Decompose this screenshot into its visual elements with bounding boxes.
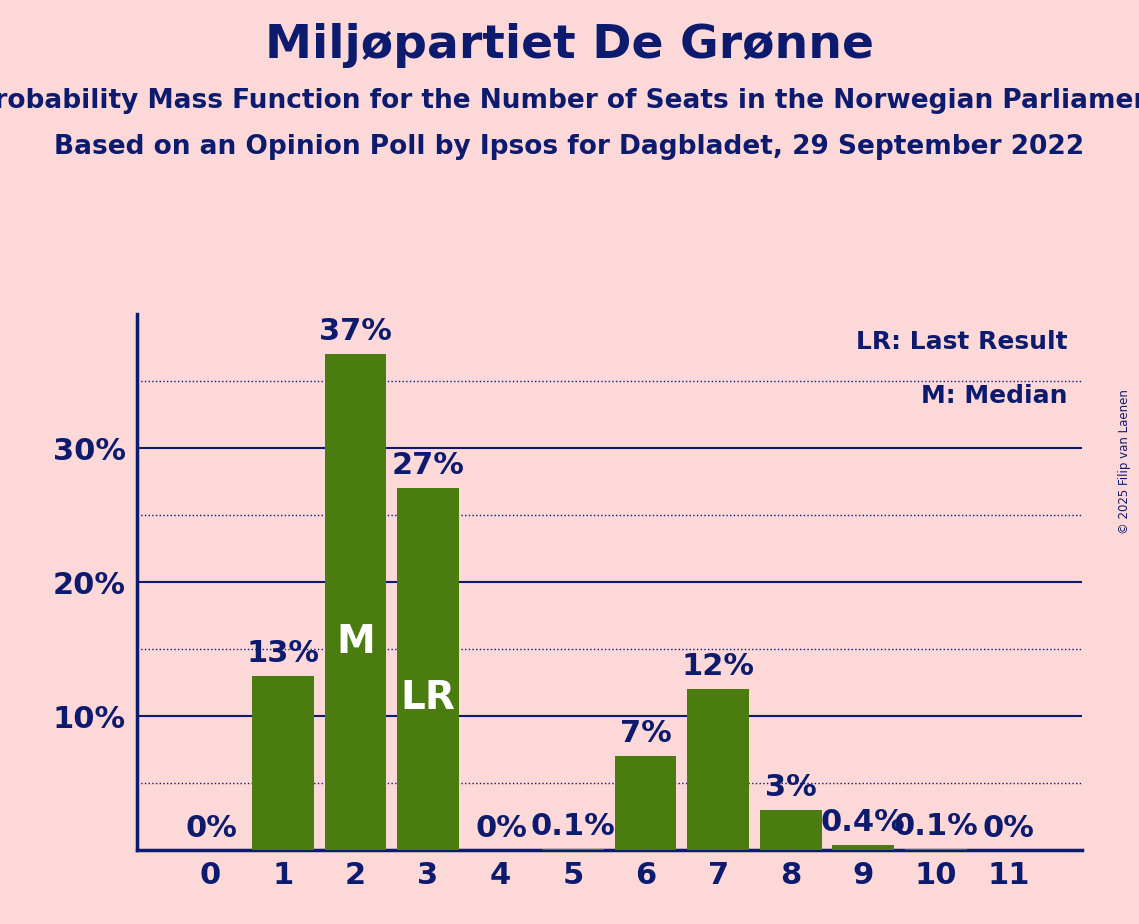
Text: LR: LR bbox=[401, 679, 456, 717]
Text: Probability Mass Function for the Number of Seats in the Norwegian Parliament: Probability Mass Function for the Number… bbox=[0, 88, 1139, 114]
Text: 0.1%: 0.1% bbox=[531, 811, 615, 841]
Bar bbox=[687, 689, 749, 850]
Text: 12%: 12% bbox=[681, 652, 755, 681]
Text: 13%: 13% bbox=[246, 638, 320, 668]
Text: 0%: 0% bbox=[475, 814, 527, 844]
Text: 37%: 37% bbox=[319, 317, 392, 346]
Bar bbox=[760, 809, 821, 850]
Text: M: Median: M: Median bbox=[921, 383, 1068, 407]
Text: 0.1%: 0.1% bbox=[893, 811, 978, 841]
Bar bbox=[904, 849, 967, 850]
Text: Based on an Opinion Poll by Ipsos for Dagbladet, 29 September 2022: Based on an Opinion Poll by Ipsos for Da… bbox=[55, 134, 1084, 160]
Text: © 2025 Filip van Laenen: © 2025 Filip van Laenen bbox=[1118, 390, 1131, 534]
Text: 0.4%: 0.4% bbox=[821, 808, 906, 837]
Text: M: M bbox=[336, 623, 375, 661]
Text: Miljøpartiet De Grønne: Miljøpartiet De Grønne bbox=[265, 23, 874, 68]
Text: 3%: 3% bbox=[764, 772, 817, 802]
Bar bbox=[252, 676, 314, 850]
Text: 0%: 0% bbox=[983, 814, 1034, 844]
Bar bbox=[615, 756, 677, 850]
Bar bbox=[833, 845, 894, 850]
Bar bbox=[542, 849, 604, 850]
Text: LR: Last Result: LR: Last Result bbox=[857, 330, 1068, 354]
Text: 7%: 7% bbox=[620, 719, 672, 748]
Bar bbox=[398, 488, 459, 850]
Bar bbox=[325, 355, 386, 850]
Text: 0%: 0% bbox=[186, 814, 237, 844]
Text: 27%: 27% bbox=[392, 451, 465, 480]
